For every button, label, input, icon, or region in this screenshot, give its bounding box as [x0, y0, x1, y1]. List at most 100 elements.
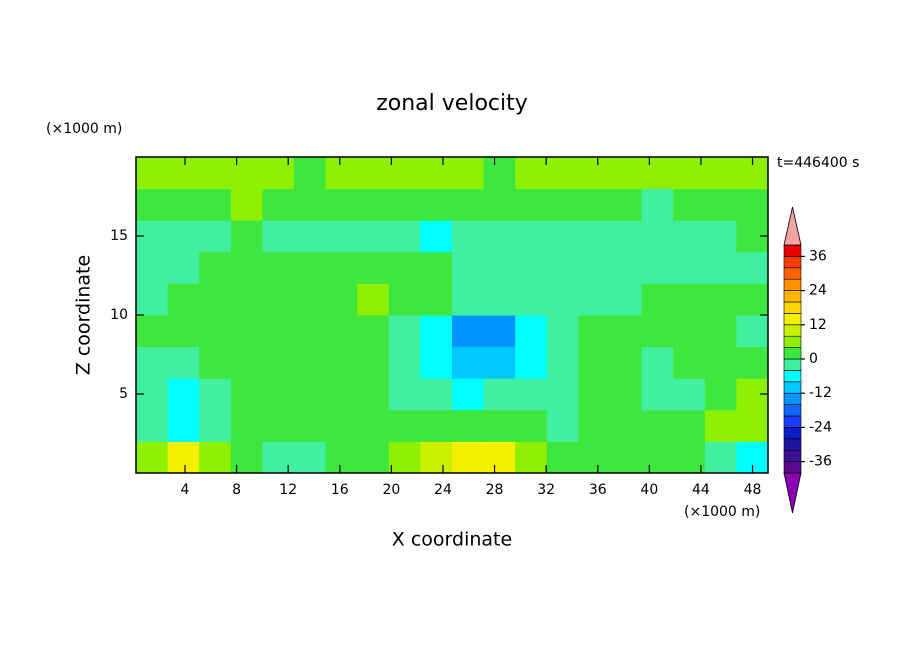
chart-title: zonal velocity [376, 91, 528, 116]
contour-cell [294, 220, 327, 253]
contour-cell [262, 315, 295, 348]
contour-cell [641, 220, 674, 253]
colorbar-segment [783, 381, 802, 394]
colorbar-over [783, 206, 802, 246]
contour-cell [736, 409, 769, 442]
colorbar-segment [783, 301, 802, 314]
contour-cell [357, 188, 390, 221]
contour-cell [515, 409, 548, 442]
contour-cell [546, 315, 579, 348]
contour-cell [167, 441, 200, 474]
contour-cell [167, 188, 200, 221]
contour-cell [546, 188, 579, 221]
contour-cell [452, 283, 485, 316]
contour-cell [136, 315, 169, 348]
colorbar-tick-label: -12 [809, 385, 832, 401]
contour-cell [673, 315, 706, 348]
contour-cell [294, 346, 327, 379]
contour-cell [515, 315, 548, 348]
contour-cell [136, 283, 169, 316]
contour-cell [452, 315, 485, 348]
contour-cell [515, 283, 548, 316]
contour-cell [420, 157, 453, 190]
contour-cell [357, 441, 390, 474]
contour-cell [136, 188, 169, 221]
contour-cell [199, 346, 232, 379]
colorbar-segment [783, 313, 802, 326]
contour-cell [673, 220, 706, 253]
contour-cell [546, 409, 579, 442]
colorbar-tick-label: -36 [809, 454, 832, 470]
contour-cell [610, 315, 643, 348]
contour-cell [610, 346, 643, 379]
contour-cell [546, 346, 579, 379]
contour-cell [294, 441, 327, 474]
contour-cell [325, 346, 358, 379]
contour-cell [610, 283, 643, 316]
contour-cell [388, 157, 421, 190]
contour-cell [515, 157, 548, 190]
y-tick-label: 10 [110, 307, 128, 323]
y-tick-label: 5 [119, 386, 128, 402]
contour-cell [546, 157, 579, 190]
contour-cell [641, 346, 674, 379]
contour-cell [199, 409, 232, 442]
contour-cell [610, 409, 643, 442]
colorbar-tick-label: 36 [809, 248, 827, 264]
contour-cell [483, 441, 516, 474]
contour-cell [452, 378, 485, 411]
contour-cell [483, 188, 516, 221]
contour-cell [483, 315, 516, 348]
contour-cell [610, 378, 643, 411]
contour-cell [199, 251, 232, 284]
contour-cell [420, 378, 453, 411]
contour-cell [420, 441, 453, 474]
contour-cell [388, 251, 421, 284]
contour-cell [483, 346, 516, 379]
contour-cell [452, 441, 485, 474]
contour-cell [546, 283, 579, 316]
contour-cell [136, 409, 169, 442]
contour-cell [704, 283, 737, 316]
colorbar-segment [783, 244, 802, 257]
y-unit: (×1000 m) [46, 121, 122, 137]
contour-cell [167, 251, 200, 284]
colorbar-segment [783, 347, 802, 360]
contour-cell [230, 188, 263, 221]
contour-cell [388, 441, 421, 474]
contour-cell [199, 188, 232, 221]
colorbar-segment [783, 370, 802, 383]
contour-cell [578, 441, 611, 474]
contour-cell [230, 283, 263, 316]
contour-cell [167, 157, 200, 190]
contour-cell [294, 188, 327, 221]
contour-cell [736, 283, 769, 316]
contour-cell [483, 251, 516, 284]
contour-cell [704, 188, 737, 221]
colorbar-segment [783, 290, 802, 303]
contour-cell [546, 378, 579, 411]
contour-cell [357, 251, 390, 284]
contour-cell [610, 251, 643, 284]
contour-cell [294, 283, 327, 316]
contour-cell [452, 346, 485, 379]
contour-cell [641, 251, 674, 284]
contour-cell [357, 409, 390, 442]
colorbar-segment [783, 324, 802, 337]
contour-cell [388, 409, 421, 442]
contour-cell [704, 346, 737, 379]
colorbar-segment [783, 392, 802, 405]
contour-cell [736, 251, 769, 284]
contour-cell [230, 409, 263, 442]
colorbar-segment [783, 438, 802, 451]
contour-cell [483, 409, 516, 442]
contour-cell [641, 315, 674, 348]
contour-cell [262, 409, 295, 442]
colorbar-segment [783, 256, 802, 269]
colorbar-segment [783, 449, 802, 462]
contour-cell [515, 346, 548, 379]
x-tick-label: 12 [279, 482, 297, 498]
contour-cell [230, 441, 263, 474]
contour-cell [610, 157, 643, 190]
contour-cell [483, 378, 516, 411]
